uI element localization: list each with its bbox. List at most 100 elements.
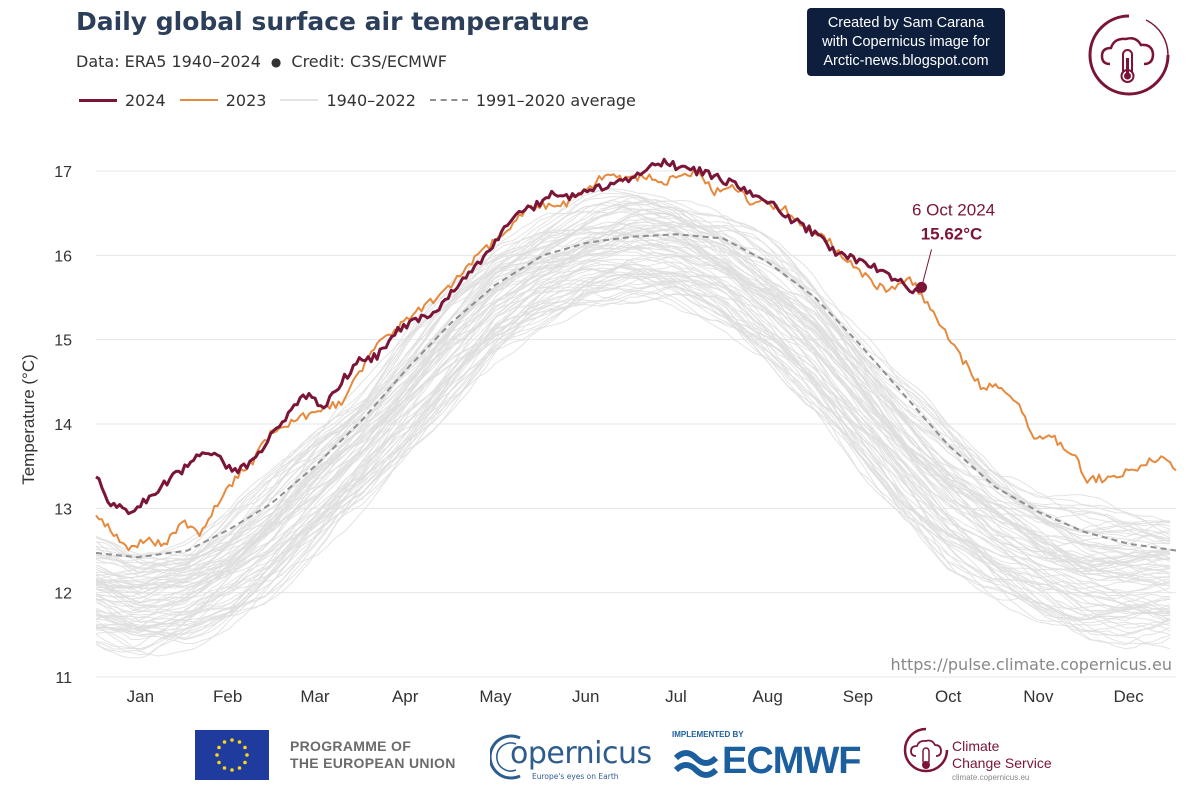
historical-line	[95, 293, 1171, 659]
historical-line	[95, 235, 1171, 598]
x-tick-label-dec: Dec	[1114, 687, 1145, 706]
historical-line	[95, 289, 1171, 656]
historical-line	[95, 210, 1171, 583]
historical-line	[95, 263, 1171, 633]
y-tick-label: 16	[54, 248, 72, 265]
x-tick-label-oct: Oct	[935, 687, 962, 706]
x-tick-label-aug: Aug	[753, 687, 783, 706]
subtitle-data-source: Data: ERA5 1940–2024	[76, 52, 261, 71]
historical-line	[95, 228, 1171, 589]
historical-line	[95, 189, 1171, 560]
series-line-2023	[95, 169, 1177, 552]
historical-line	[95, 289, 1171, 645]
subtitle-credit: Credit: C3S/ECMWF	[291, 52, 447, 71]
chart-subtitle: Data: ERA5 1940–2024 ● Credit: C3S/ECMWF	[76, 52, 447, 71]
ecmwf-waves-icon	[673, 750, 719, 778]
y-tick-label: 12	[54, 586, 72, 603]
series-line-1991-2020-average	[95, 233, 1177, 559]
x-tick-label-jan: Jan	[127, 687, 154, 706]
temperature-chart: 11 12 13 14 15 16 17 Temperature (°C) Jan Feb Mar A…	[19, 157, 1177, 706]
x-tick-label-nov: Nov	[1023, 687, 1054, 706]
series-layer	[95, 157, 1177, 559]
subtitle-separator: ●	[270, 55, 282, 69]
ccs-text: Climate Change Service	[952, 738, 1052, 772]
legend-label-2024: 2024	[125, 90, 166, 110]
legend-swatch-historical	[280, 99, 319, 101]
historical-line	[95, 268, 1171, 630]
credit-box: Created by Sam Carana with Copernicus im…	[807, 8, 1005, 76]
annotation-leader	[921, 249, 933, 288]
historical-line	[95, 227, 1171, 583]
annotation-point	[916, 281, 928, 293]
y-tick-label: 15	[54, 333, 72, 350]
historical-line	[95, 204, 1171, 569]
chart-title: Daily global surface air temperature	[76, 7, 590, 36]
y-tick-label: 14	[54, 417, 72, 434]
historical-line	[95, 244, 1171, 609]
copernicus-c-icon	[490, 734, 521, 780]
historical-line	[95, 232, 1171, 603]
historical-line	[95, 241, 1171, 614]
historical-line	[95, 221, 1171, 585]
eu-line-1: PROGRAMME OF	[290, 738, 412, 754]
historical-line	[95, 198, 1171, 558]
legend-swatch-2024	[79, 98, 117, 102]
eu-programme-text: PROGRAMME OF THE EUROPEAN UNION	[290, 738, 456, 772]
historical-line	[95, 255, 1171, 623]
x-tick-label-may: May	[479, 687, 512, 706]
legend-item-historical: 1940–2022	[280, 90, 416, 110]
ccs-line-1: Climate	[952, 738, 1000, 754]
legend-label-2023: 2023	[225, 90, 267, 110]
y-tick-label: 11	[55, 670, 72, 687]
climate-change-service-logo-icon	[1088, 14, 1170, 96]
historical-line	[95, 188, 1171, 556]
footer-logos: PROGRAMME OF THE EUROPEAN UNION opernicu…	[0, 722, 1200, 788]
ecmwf-implemented-by: IMPLEMENTED BY	[672, 730, 744, 739]
y-tick-label: 17	[54, 164, 72, 181]
ccs-url: climate.copernicus.eu	[952, 773, 1030, 782]
credit-line-1: Created by Sam Carana	[827, 14, 985, 31]
legend-swatch-average	[429, 99, 468, 101]
historical-line	[95, 285, 1171, 650]
historical-line	[95, 279, 1171, 641]
axis-layer: 11 12 13 14 15 16 17 Temperature (°C) Jan Feb Mar A…	[19, 164, 1144, 706]
ecmwf-wordmark: ECMWF	[722, 740, 862, 782]
annotation-value: 15.62°C	[921, 224, 983, 243]
historical-line	[95, 208, 1171, 571]
y-axis-label: Temperature (°C)	[19, 354, 38, 485]
historical-line	[95, 252, 1171, 614]
historical-line	[95, 286, 1171, 653]
historical-line	[95, 192, 1171, 564]
legend-item-2023: 2023	[179, 90, 267, 110]
historical-line	[95, 261, 1171, 620]
historical-lines-layer	[95, 188, 1171, 659]
legend-swatch-2023	[179, 99, 218, 101]
historical-line	[95, 272, 1171, 629]
ccs-line-2: Change Service	[952, 755, 1052, 771]
climate-change-service-footer-logo: Climate Change Service climate.copernicu…	[902, 726, 1072, 784]
copernicus-wordmark: opernicus	[510, 736, 652, 771]
historical-line	[95, 195, 1171, 564]
x-tick-label-mar: Mar	[300, 687, 330, 706]
annotation-date: 6 Oct 2024	[912, 200, 995, 219]
annotation-layer: 6 Oct 2024 15.62°C https://pulse.climate.c…	[891, 200, 1172, 674]
legend-label-average: 1991–2020 average	[475, 90, 636, 110]
y-tick-label: 13	[54, 501, 72, 518]
x-tick-label-jun: Jun	[572, 687, 599, 706]
credit-line-3: Arctic-news.blogspot.com	[823, 52, 989, 69]
legend-label-historical: 1940–2022	[326, 90, 416, 110]
legend-item-2024: 2024	[79, 91, 166, 110]
ccs-thermometer-icon	[903, 727, 949, 773]
historical-line	[95, 228, 1171, 588]
x-tick-label-feb: Feb	[213, 687, 242, 706]
series-line-2024	[95, 157, 923, 516]
copernicus-logo: opernicus Europe's eyes on Earth	[490, 730, 652, 784]
historical-line	[95, 240, 1171, 603]
source-url: https://pulse.climate.copernicus.eu	[891, 655, 1172, 674]
historical-line	[95, 267, 1171, 632]
historical-line	[95, 276, 1171, 641]
x-tick-label-jul: Jul	[665, 687, 687, 706]
eu-line-2: THE EUROPEAN UNION	[290, 755, 456, 771]
x-tick-label-sep: Sep	[843, 687, 873, 706]
historical-line	[95, 268, 1171, 628]
